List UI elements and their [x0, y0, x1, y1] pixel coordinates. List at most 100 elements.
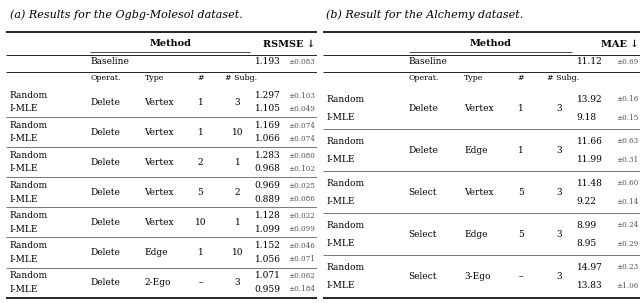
Text: ±0.102: ±0.102 — [288, 165, 316, 173]
Text: 1.105: 1.105 — [255, 105, 281, 113]
Text: Delete: Delete — [90, 98, 120, 107]
Text: 11.99: 11.99 — [577, 155, 602, 164]
Text: Random: Random — [10, 181, 47, 190]
Text: 2-Ego: 2-Ego — [145, 278, 171, 287]
Text: Edge: Edge — [145, 248, 168, 257]
Text: Delete: Delete — [90, 188, 120, 197]
Text: ±0.086: ±0.086 — [289, 195, 316, 203]
Text: 5: 5 — [518, 230, 524, 239]
Text: Vertex: Vertex — [464, 104, 494, 113]
Text: I-MLE: I-MLE — [10, 105, 38, 113]
Text: (a) Results for the Ogbg-Molesol dataset.: (a) Results for the Ogbg-Molesol dataset… — [10, 9, 243, 20]
Text: 10: 10 — [232, 248, 243, 257]
Text: Type: Type — [464, 74, 484, 82]
Text: I-MLE: I-MLE — [10, 195, 38, 204]
Text: ±0.23: ±0.23 — [616, 263, 639, 271]
Text: 11.48: 11.48 — [577, 179, 602, 188]
Text: Delete: Delete — [409, 146, 438, 155]
Text: ±0.083: ±0.083 — [289, 58, 316, 66]
Text: ±0.074: ±0.074 — [289, 135, 316, 143]
Text: Random: Random — [326, 221, 365, 230]
Text: RSMSE ↓: RSMSE ↓ — [263, 39, 316, 48]
Text: 3: 3 — [556, 188, 562, 197]
Text: 3: 3 — [556, 272, 562, 281]
Text: 3: 3 — [556, 104, 562, 113]
Text: Random: Random — [326, 263, 365, 272]
Text: (b) Result for the Alchemy dataset.: (b) Result for the Alchemy dataset. — [326, 9, 524, 20]
Text: Delete: Delete — [90, 218, 120, 227]
Text: 14.97: 14.97 — [577, 263, 602, 272]
Text: ±0.025: ±0.025 — [289, 182, 316, 190]
Text: ±0.69: ±0.69 — [616, 58, 639, 66]
Text: 3-Ego: 3-Ego — [464, 272, 491, 281]
Text: –: – — [198, 278, 203, 287]
Text: ±0.15: ±0.15 — [616, 114, 639, 122]
Text: 1: 1 — [198, 248, 204, 257]
Text: I-MLE: I-MLE — [326, 155, 355, 164]
Text: Operat.: Operat. — [90, 74, 121, 82]
Text: Delete: Delete — [90, 248, 120, 257]
Text: ±0.062: ±0.062 — [289, 272, 316, 280]
Text: 1.152: 1.152 — [255, 241, 280, 250]
Text: 13.83: 13.83 — [577, 281, 602, 290]
Text: I-MLE: I-MLE — [10, 135, 38, 143]
Text: 1: 1 — [235, 158, 241, 167]
Text: Select: Select — [409, 230, 437, 239]
Text: Edge: Edge — [464, 230, 488, 239]
Text: Random: Random — [326, 179, 365, 188]
Text: 1.169: 1.169 — [255, 121, 280, 130]
Text: 5: 5 — [518, 188, 524, 197]
Text: Random: Random — [326, 137, 365, 146]
Text: 11.66: 11.66 — [577, 137, 602, 146]
Text: 1.071: 1.071 — [255, 271, 280, 280]
Text: Baseline: Baseline — [409, 57, 447, 66]
Text: 9.18: 9.18 — [577, 113, 596, 122]
Text: Vertex: Vertex — [464, 188, 494, 197]
Text: 1.193: 1.193 — [255, 57, 280, 66]
Text: 13.92: 13.92 — [577, 95, 602, 104]
Text: ±0.074: ±0.074 — [289, 122, 316, 130]
Text: 1.099: 1.099 — [255, 225, 280, 234]
Text: 10: 10 — [232, 128, 243, 137]
Text: 10: 10 — [195, 218, 206, 227]
Text: Operat.: Operat. — [409, 74, 439, 82]
Text: I-MLE: I-MLE — [326, 281, 355, 290]
Text: 3: 3 — [556, 230, 562, 239]
Text: ±0.049: ±0.049 — [289, 105, 316, 113]
Text: ±0.16: ±0.16 — [616, 95, 639, 103]
Text: 8.99: 8.99 — [577, 221, 596, 230]
Text: 5: 5 — [198, 188, 204, 197]
Text: ±0.60: ±0.60 — [616, 179, 639, 187]
Text: 1.297: 1.297 — [255, 91, 280, 100]
Text: Random: Random — [326, 95, 365, 104]
Text: ±0.29: ±0.29 — [616, 240, 639, 248]
Text: Type: Type — [145, 74, 164, 82]
Text: ±0.022: ±0.022 — [289, 212, 316, 220]
Text: 0.959: 0.959 — [255, 285, 281, 294]
Text: 1.056: 1.056 — [255, 255, 281, 264]
Text: Random: Random — [10, 271, 47, 280]
Text: # Subg.: # Subg. — [225, 74, 257, 82]
Text: Random: Random — [10, 91, 47, 100]
Text: Method: Method — [469, 39, 511, 48]
Text: Vertex: Vertex — [145, 188, 174, 197]
Text: Random: Random — [10, 211, 47, 220]
Text: ±0.24: ±0.24 — [616, 221, 639, 229]
Text: I-MLE: I-MLE — [326, 113, 355, 122]
Text: 1.128: 1.128 — [255, 211, 280, 220]
Text: #: # — [197, 74, 204, 82]
Text: 9.22: 9.22 — [577, 197, 596, 206]
Text: 8.95: 8.95 — [577, 239, 597, 248]
Text: Select: Select — [409, 272, 437, 281]
Text: 1.283: 1.283 — [255, 151, 280, 160]
Text: Vertex: Vertex — [145, 158, 174, 167]
Text: 3: 3 — [556, 146, 562, 155]
Text: Edge: Edge — [464, 146, 488, 155]
Text: ±1.06: ±1.06 — [616, 282, 639, 290]
Text: ±0.63: ±0.63 — [616, 137, 639, 145]
Text: Method: Method — [149, 39, 191, 48]
Text: Random: Random — [10, 121, 47, 130]
Text: Delete: Delete — [90, 128, 120, 137]
Text: # Subg.: # Subg. — [547, 74, 579, 82]
Text: Baseline: Baseline — [90, 57, 129, 66]
